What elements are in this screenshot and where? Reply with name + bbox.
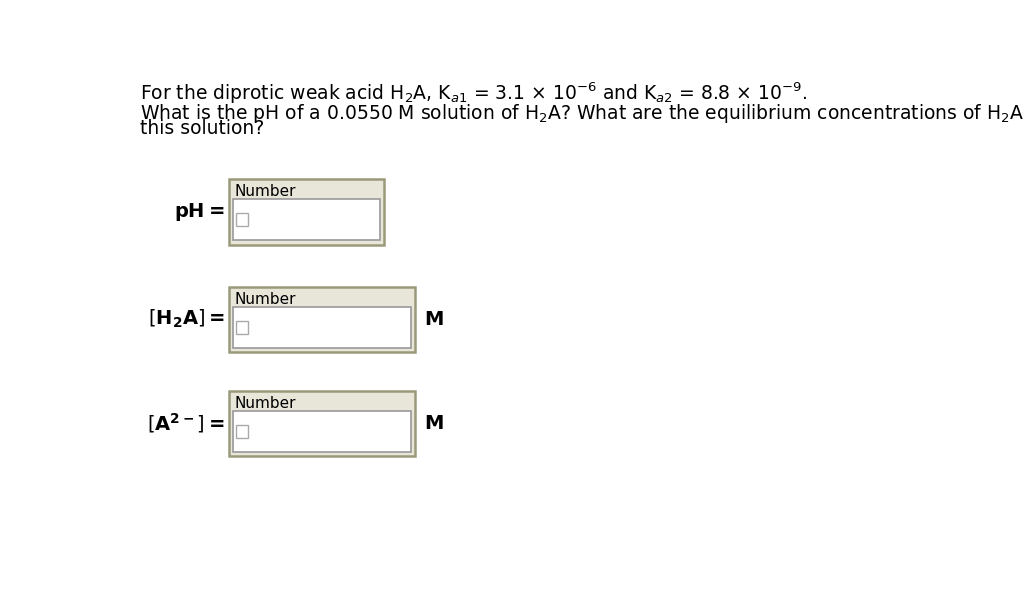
FancyBboxPatch shape bbox=[228, 391, 415, 456]
FancyBboxPatch shape bbox=[228, 287, 415, 352]
Text: $\mathbf{\left[H_2A\right] =}$: $\mathbf{\left[H_2A\right] =}$ bbox=[147, 308, 225, 330]
Text: For the diprotic weak acid H$_2$A, K$_{a1}$ = 3.1 $\times$ 10$^{-6}$ and K$_{a2}: For the diprotic weak acid H$_2$A, K$_{a… bbox=[139, 81, 807, 106]
Bar bbox=[236, 425, 248, 437]
Text: What is the pH of a 0.0550 M solution of H$_2$A? What are the equilibrium concen: What is the pH of a 0.0550 M solution of… bbox=[139, 101, 1024, 126]
Bar bbox=[232, 199, 380, 240]
Bar bbox=[236, 214, 248, 226]
Text: $\mathbf{pH =}$: $\mathbf{pH =}$ bbox=[174, 201, 225, 223]
Bar bbox=[232, 307, 411, 348]
Text: this solution?: this solution? bbox=[139, 119, 264, 138]
Text: M: M bbox=[424, 310, 443, 329]
FancyBboxPatch shape bbox=[228, 179, 384, 245]
Text: Number: Number bbox=[234, 292, 297, 306]
Text: $\mathbf{\left[A^{2-}\right] =}$: $\mathbf{\left[A^{2-}\right] =}$ bbox=[147, 411, 225, 435]
Text: Number: Number bbox=[234, 184, 297, 199]
Text: Number: Number bbox=[234, 396, 297, 411]
Bar bbox=[236, 321, 248, 334]
Text: M: M bbox=[424, 414, 443, 433]
Bar bbox=[232, 411, 411, 452]
